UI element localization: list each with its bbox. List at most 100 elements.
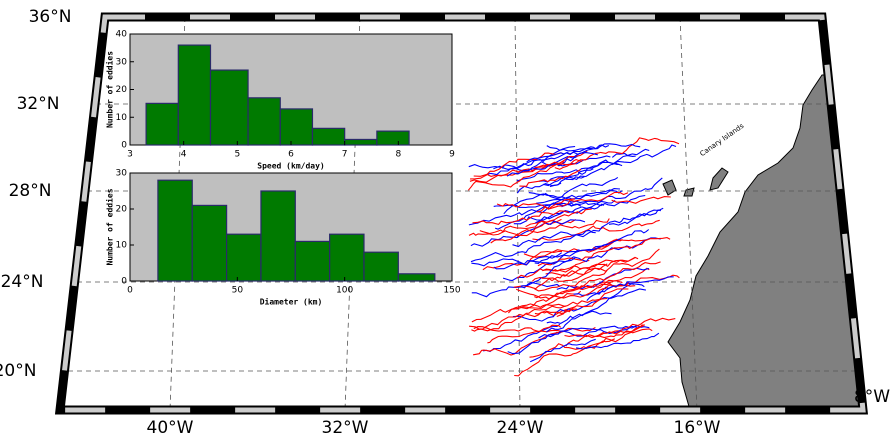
eddy-track <box>556 288 629 318</box>
x-tick-label: 0 <box>127 286 133 296</box>
eddy-track <box>493 145 576 170</box>
eddy-track <box>519 168 582 187</box>
eddy-track <box>554 137 680 170</box>
eddy-track <box>514 325 644 377</box>
bar <box>226 233 262 282</box>
eddy-track <box>564 317 676 338</box>
bar <box>279 108 314 146</box>
y-tick-label: 40 <box>116 30 128 40</box>
eddy-track <box>534 269 608 292</box>
eddy-track <box>546 283 645 324</box>
lon-label: 32°W <box>322 418 369 438</box>
eddy-track <box>507 325 638 355</box>
x-axis-label: Diameter (km) <box>260 297 323 307</box>
eddy-track <box>531 248 660 282</box>
eddy-track <box>611 148 650 158</box>
x-tick-label: 50 <box>232 286 244 296</box>
eddy-track <box>490 208 592 244</box>
eddy-track <box>487 327 596 344</box>
map-frame-ticks <box>57 14 866 413</box>
eddy-track <box>546 310 612 333</box>
eddy-track <box>586 276 674 301</box>
x-tick-label: 6 <box>288 150 294 160</box>
bar <box>177 44 212 146</box>
lat-label: 24°N <box>1 272 44 292</box>
bar <box>157 179 193 282</box>
bar <box>376 130 410 146</box>
eddy-track <box>473 160 565 177</box>
bar <box>247 97 281 146</box>
lat-label: 20°N <box>0 361 36 381</box>
x-tick-label: 8 <box>395 150 401 160</box>
eddy-track <box>470 219 586 247</box>
eddy-track <box>561 194 646 208</box>
y-tick-label: 20 <box>116 85 128 95</box>
eddy-track <box>516 261 661 310</box>
bar <box>260 190 296 282</box>
y-tick-label: 10 <box>116 241 128 251</box>
y-tick-label: 0 <box>121 141 127 151</box>
lat-label: 36°N <box>29 7 72 27</box>
y-tick-label: 30 <box>116 57 128 67</box>
x-tick-label: 7 <box>342 150 348 160</box>
eddy-track <box>516 161 623 182</box>
inset-charts: 3 4 5 6 7 8 9 0 10 20 30 40 Speed (km/day) Number of … <box>105 30 461 307</box>
y-tick-label: 10 <box>116 113 128 123</box>
eddy-track <box>571 267 650 292</box>
x-axis-label: Speed (km/day) <box>257 162 324 171</box>
eddy-track <box>471 252 563 267</box>
island <box>683 187 695 197</box>
x-tick-label: 4 <box>181 150 187 160</box>
bar <box>363 251 399 282</box>
y-tick-label: 0 <box>121 277 127 287</box>
lon-label: 24°W <box>497 418 544 438</box>
eddy-track <box>468 218 610 236</box>
bar <box>397 273 436 282</box>
eddy-track <box>470 152 562 180</box>
bar <box>311 127 346 146</box>
bar <box>294 240 331 282</box>
eddy-track <box>470 229 596 263</box>
eddy-track <box>575 332 660 350</box>
land <box>667 74 864 411</box>
grid-line <box>514 16 521 411</box>
y-tick-label: 20 <box>116 205 128 215</box>
bar <box>209 69 249 146</box>
bar <box>329 233 365 282</box>
eddy-track <box>471 290 582 323</box>
eddy-track <box>471 305 566 332</box>
x-tick-label: 3 <box>127 150 133 160</box>
eddy-track <box>468 202 574 226</box>
eddy-track <box>503 188 621 215</box>
eddy-track <box>512 207 664 248</box>
x-tick-label: 100 <box>336 286 353 296</box>
y-axis-label: Number of eddies <box>105 51 115 128</box>
eddy-track <box>534 229 650 264</box>
eddy-track <box>493 257 576 270</box>
y-tick-label: 30 <box>116 169 128 179</box>
eddy-track <box>611 144 677 166</box>
eddy-track <box>473 324 562 333</box>
lat-label: 32°N <box>17 94 60 114</box>
eddy-track <box>529 338 596 363</box>
eddy-track <box>545 263 608 277</box>
eddy-track <box>532 219 660 241</box>
eddy-track <box>549 168 594 188</box>
eddy-track <box>513 257 635 290</box>
eddy-track <box>472 210 570 226</box>
bar <box>191 204 228 282</box>
eddy-track <box>526 143 641 163</box>
eddy-track <box>537 237 671 267</box>
eddy-track <box>496 198 576 210</box>
lat-label: 28°N <box>9 181 52 201</box>
x-tick-label: 9 <box>449 150 455 160</box>
eddy-track <box>611 196 671 204</box>
x-tick-label: 5 <box>234 150 240 160</box>
island <box>709 167 729 191</box>
eddy-track <box>512 288 646 322</box>
eddy-track <box>536 191 629 213</box>
eddy-track <box>546 144 610 152</box>
x-tick-label: 150 <box>443 286 460 296</box>
eddy-track <box>515 279 623 300</box>
